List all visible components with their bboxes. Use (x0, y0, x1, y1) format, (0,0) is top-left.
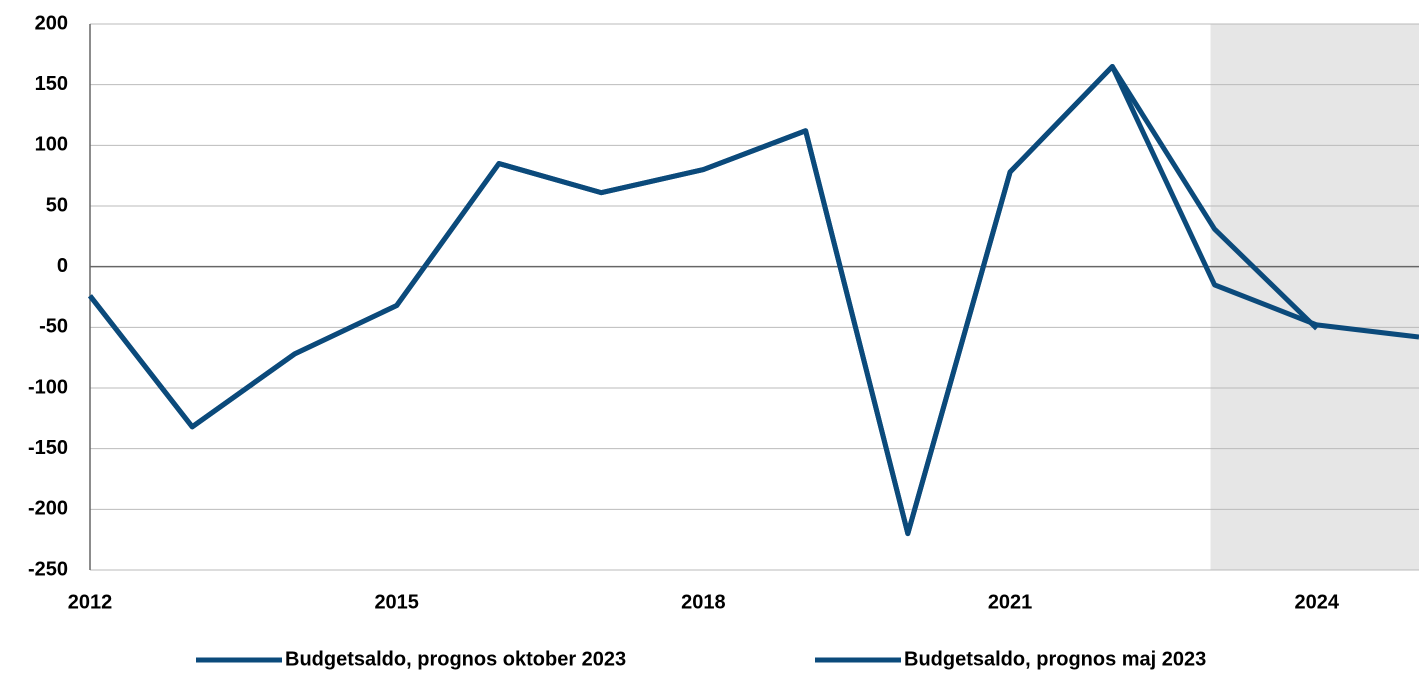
y-tick-label: 100 (35, 134, 68, 156)
y-tick-label: -50 (39, 316, 68, 338)
legend-label: Budgetsaldo, prognos maj 2023 (904, 648, 1206, 670)
y-tick-label: -200 (28, 498, 68, 520)
x-tick-label: 2024 (1295, 591, 1340, 613)
y-tick-label: 200 (35, 12, 68, 34)
x-tick-label: 2015 (374, 591, 419, 613)
x-tick-label: 2018 (681, 591, 726, 613)
y-tick-label: -250 (28, 558, 68, 580)
y-tick-label: -150 (28, 437, 68, 459)
y-tick-label: 50 (46, 194, 68, 216)
legend-label: Budgetsaldo, prognos oktober 2023 (285, 648, 626, 670)
y-tick-label: 0 (57, 255, 68, 277)
line (88, 63, 1319, 537)
x-tick-label: 2012 (68, 591, 113, 613)
y-tick-label: 150 (35, 73, 68, 95)
x-tick-label: 2021 (988, 591, 1033, 613)
y-tick-label: -100 (28, 376, 68, 398)
